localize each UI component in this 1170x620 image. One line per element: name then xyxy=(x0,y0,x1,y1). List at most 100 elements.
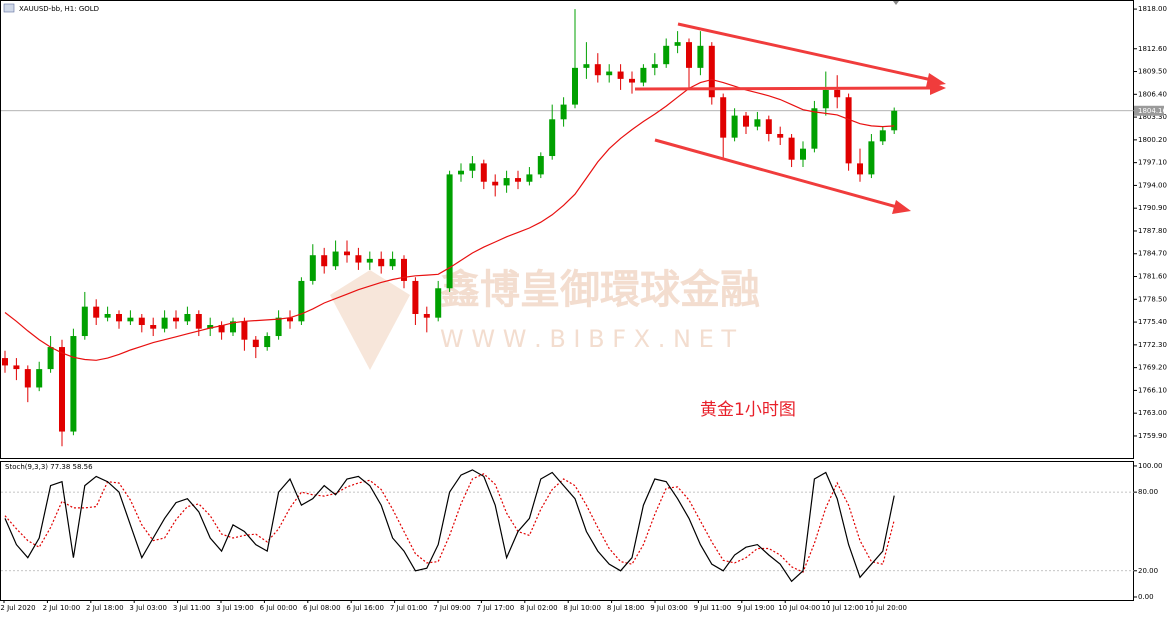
x-tick-label: 2 Jul 10:00 xyxy=(43,604,81,612)
y-tick-label: 1809.50 xyxy=(1138,68,1167,76)
candle-body xyxy=(503,178,510,186)
x-tick-label: 10 Jul 20:00 xyxy=(865,604,907,612)
x-tick-label: 7 Jul 01:00 xyxy=(390,604,428,612)
x-tick-label: 9 Jul 11:00 xyxy=(694,604,732,612)
candle-body xyxy=(765,119,772,134)
trend-line xyxy=(654,138,898,209)
y-tick-label: 1803.30 xyxy=(1138,113,1167,121)
x-tick-label: 3 Jul 03:00 xyxy=(129,604,167,612)
candle-body xyxy=(469,163,476,171)
candle-body xyxy=(777,133,784,138)
x-tick-label: 9 Jul 03:00 xyxy=(650,604,688,612)
candle-body xyxy=(617,71,624,79)
shift-marker xyxy=(893,1,899,5)
x-tick-label: 8 Jul 10:00 xyxy=(563,604,601,612)
y-tick-label: 1794.00 xyxy=(1138,181,1167,189)
candle-body xyxy=(275,317,282,337)
chart-title: XAUUSD-bb, H1: GOLD xyxy=(19,5,99,13)
arrow-head xyxy=(892,200,911,214)
candle-body xyxy=(344,251,350,256)
x-tick-label: 3 Jul 11:00 xyxy=(173,604,211,612)
watermark-text: 鑫博皇御環球金融 xyxy=(440,267,760,313)
stoch-tick-label: 80.00 xyxy=(1138,488,1158,496)
candle-body xyxy=(583,64,590,68)
y-tick-label: 1769.20 xyxy=(1138,364,1167,372)
watermark-url: W W W . B I B F X . N E T xyxy=(440,325,736,353)
x-tick-label: 9 Jul 19:00 xyxy=(737,604,775,612)
y-tick-label: 1790.90 xyxy=(1138,204,1167,212)
x-tick-label: 6 Jul 16:00 xyxy=(346,604,384,612)
arrow-head xyxy=(930,81,946,95)
x-tick-label: 7 Jul 09:00 xyxy=(433,604,471,612)
candle-body xyxy=(47,347,54,370)
candle-body xyxy=(845,97,852,164)
stoch-tick-label: 0.00 xyxy=(1138,593,1154,601)
candle-body xyxy=(13,365,20,370)
y-tick-label: 1812.60 xyxy=(1138,45,1167,53)
candle-body xyxy=(355,255,362,263)
candle-body xyxy=(549,119,556,157)
candle-body xyxy=(241,321,248,340)
candle-body xyxy=(663,45,670,65)
candle-body xyxy=(435,288,442,318)
candle-body xyxy=(116,313,122,322)
candle-body xyxy=(560,104,567,120)
y-tick-label: 1766.10 xyxy=(1138,386,1167,394)
x-tick-label: 10 Jul 12:00 xyxy=(822,604,864,612)
candle-body xyxy=(173,317,179,322)
candle-body xyxy=(230,321,236,333)
candle-body xyxy=(252,339,259,348)
candle-body xyxy=(708,45,715,98)
x-tick-label: 3 Jul 19:00 xyxy=(216,604,254,612)
candle-body xyxy=(629,78,635,83)
candle-body xyxy=(879,130,886,142)
candle-body xyxy=(218,325,225,333)
candle-body xyxy=(127,317,134,322)
candle-body xyxy=(366,258,373,263)
candle-body xyxy=(515,178,521,182)
trend-arrows xyxy=(634,22,946,214)
candle-body xyxy=(743,115,749,127)
stoch-panel-frame xyxy=(0,461,1134,601)
stoch-k-line xyxy=(4,469,895,583)
y-tick-label: 1775.40 xyxy=(1138,318,1167,326)
candle-body xyxy=(401,258,407,281)
candle-body xyxy=(720,97,727,138)
watermark-logo xyxy=(330,270,410,370)
candle-body xyxy=(59,347,65,432)
candle-body xyxy=(686,42,692,68)
stoch-tick-label: 20.00 xyxy=(1138,567,1158,575)
candle-body xyxy=(891,110,898,131)
x-tick-label: 10 Jul 04:00 xyxy=(778,604,820,612)
candle-body xyxy=(70,336,77,432)
candle-body xyxy=(378,258,385,267)
candle-body xyxy=(788,137,795,160)
stoch-label: Stoch(9,3,3) 77.38 58.56 xyxy=(5,463,93,471)
candle-body xyxy=(332,251,339,267)
y-tick-label: 1759.90 xyxy=(1138,432,1167,440)
candle-body xyxy=(572,67,578,105)
candle-body xyxy=(150,325,157,329)
candle-body xyxy=(857,163,863,175)
candle-body xyxy=(389,258,396,267)
candle-body xyxy=(606,71,613,76)
y-tick-label: 1818.00 xyxy=(1138,5,1167,13)
candle-body xyxy=(287,317,293,322)
candle-body xyxy=(184,313,191,322)
candle-body xyxy=(731,115,738,138)
price-panel-frame xyxy=(0,0,1134,459)
stoch-tick-label: 100.00 xyxy=(1138,462,1163,470)
candle-body xyxy=(458,170,464,175)
x-tick-label: 6 Jul 00:00 xyxy=(260,604,298,612)
candle-body xyxy=(480,163,487,182)
y-tick-label: 1806.40 xyxy=(1138,90,1167,98)
candle-body xyxy=(298,280,305,322)
current-price-box xyxy=(1134,105,1164,116)
y-tick-label: 1800.20 xyxy=(1138,136,1167,144)
y-tick-label: 1797.10 xyxy=(1138,159,1167,167)
candle-body xyxy=(594,64,601,76)
candle-body xyxy=(309,255,316,281)
